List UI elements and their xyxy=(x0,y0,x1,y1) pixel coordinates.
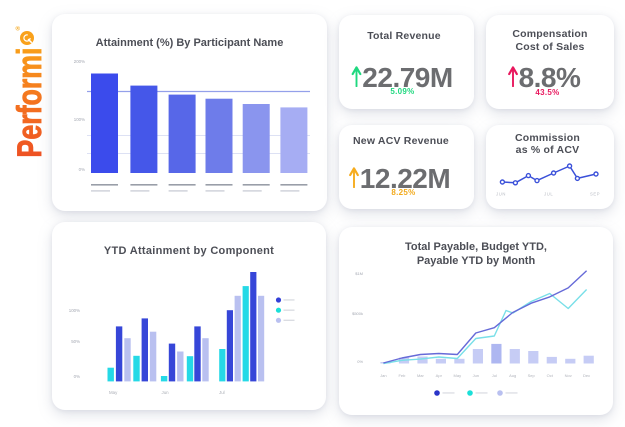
svg-text:Dec: Dec xyxy=(583,373,590,378)
svg-text:Apr: Apr xyxy=(436,373,443,378)
svg-text:0%: 0% xyxy=(79,167,85,172)
svg-text:Mar: Mar xyxy=(417,373,425,378)
svg-text:May: May xyxy=(454,373,462,378)
svg-text:JUN: JUN xyxy=(496,192,506,197)
svg-text:100%: 100% xyxy=(69,308,80,313)
svg-text:May: May xyxy=(109,390,118,395)
svg-text:Nov: Nov xyxy=(565,373,572,378)
svg-text:$500k: $500k xyxy=(352,311,363,316)
svg-text:Jun: Jun xyxy=(473,373,479,378)
svg-text:SEP: SEP xyxy=(590,192,600,197)
svg-text:Jul: Jul xyxy=(492,373,497,378)
svg-text:JUL: JUL xyxy=(544,192,553,197)
svg-text:0%: 0% xyxy=(74,374,80,379)
svg-text:®: ® xyxy=(16,26,21,33)
svg-text:100%: 100% xyxy=(74,117,85,122)
svg-text:Aug: Aug xyxy=(509,373,516,378)
svg-text:Jul: Jul xyxy=(219,390,225,395)
svg-text:$1M: $1M xyxy=(355,271,363,276)
svg-text:Oct: Oct xyxy=(547,373,554,378)
svg-text:Feb: Feb xyxy=(398,373,406,378)
svg-text:Sep: Sep xyxy=(528,373,536,378)
svg-text:Performi: Performi xyxy=(11,48,49,158)
svg-text:Jun: Jun xyxy=(162,390,170,395)
svg-text:50%: 50% xyxy=(71,339,80,344)
svg-text:200%: 200% xyxy=(74,59,85,64)
svg-text:0%: 0% xyxy=(357,359,363,364)
svg-text:Jan: Jan xyxy=(380,373,386,378)
